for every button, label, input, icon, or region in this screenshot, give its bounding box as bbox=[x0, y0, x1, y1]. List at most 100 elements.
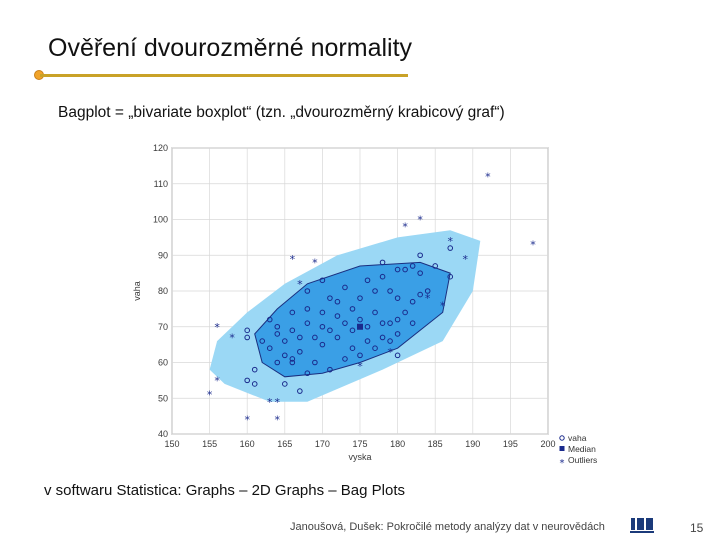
data-point bbox=[319, 277, 326, 284]
data-point bbox=[312, 334, 318, 341]
data-point bbox=[372, 309, 378, 316]
outlier-point: * bbox=[312, 256, 318, 269]
y-tick-label: 70 bbox=[158, 322, 168, 332]
y-tick-label: 40 bbox=[158, 429, 168, 439]
data-point bbox=[349, 345, 356, 351]
data-point bbox=[394, 352, 401, 359]
y-tick-label: 120 bbox=[153, 143, 168, 153]
outlier-point: * bbox=[297, 278, 303, 291]
data-point bbox=[319, 341, 326, 348]
outlier-point: * bbox=[387, 346, 393, 359]
data-point bbox=[312, 359, 318, 366]
data-point bbox=[319, 323, 326, 330]
data-point bbox=[357, 352, 363, 359]
page-number: 15 bbox=[690, 521, 704, 535]
iba-logo-icon bbox=[630, 518, 654, 533]
outlier-point: * bbox=[275, 414, 281, 427]
y-tick-label: 100 bbox=[153, 215, 168, 225]
data-point bbox=[387, 288, 393, 294]
data-point bbox=[342, 284, 348, 291]
outlier-point: * bbox=[207, 389, 213, 402]
data-point bbox=[409, 298, 416, 305]
data-point bbox=[274, 323, 281, 330]
x-tick-label: 180 bbox=[390, 439, 405, 449]
data-point bbox=[319, 309, 326, 316]
data-point bbox=[297, 388, 303, 394]
data-point bbox=[342, 356, 348, 362]
outlier-point: * bbox=[530, 239, 536, 252]
data-point bbox=[259, 338, 266, 344]
data-point bbox=[274, 331, 281, 337]
outlier-point: * bbox=[275, 396, 281, 409]
outlier-point: * bbox=[290, 253, 296, 266]
data-point bbox=[379, 320, 386, 326]
data-point bbox=[379, 259, 386, 266]
outlier-point: * bbox=[440, 299, 446, 312]
data-point bbox=[289, 309, 296, 316]
data-point bbox=[289, 359, 296, 366]
data-point bbox=[372, 345, 378, 351]
data-point bbox=[364, 323, 371, 330]
data-point bbox=[251, 366, 258, 373]
data-point bbox=[282, 352, 288, 359]
data-point bbox=[357, 316, 363, 323]
outlier-point: * bbox=[402, 221, 408, 234]
data-point bbox=[379, 334, 386, 341]
data-point bbox=[379, 273, 386, 280]
x-tick-label: 175 bbox=[352, 439, 367, 449]
data-point bbox=[327, 366, 333, 373]
data-point bbox=[289, 356, 296, 362]
data-point bbox=[387, 320, 393, 326]
legend-marker-median bbox=[559, 446, 565, 451]
outlier-point: * bbox=[267, 396, 273, 409]
y-tick-label: 50 bbox=[158, 393, 168, 403]
data-point bbox=[402, 266, 408, 273]
x-tick-label: 170 bbox=[315, 439, 330, 449]
legend-marker-points bbox=[559, 435, 565, 441]
data-point bbox=[364, 277, 371, 284]
median-point bbox=[357, 323, 363, 330]
data-point bbox=[304, 288, 311, 294]
x-tick-label: 190 bbox=[465, 439, 480, 449]
data-point bbox=[244, 327, 250, 334]
y-tick-label: 80 bbox=[158, 286, 168, 296]
bagplot-chart: ****** ***************150 155 160 165 170 175 1… bbox=[132, 143, 597, 469]
slide-subtitle: Bagplot = „bivariate boxplot“ (tzn. „dvo… bbox=[58, 104, 505, 121]
data-point bbox=[266, 316, 273, 323]
x-tick-label: 195 bbox=[503, 439, 518, 449]
data-point bbox=[304, 306, 311, 312]
data-point bbox=[334, 334, 341, 341]
data-point bbox=[409, 263, 416, 269]
data-point bbox=[447, 273, 454, 280]
x-tick-label: 155 bbox=[202, 439, 217, 449]
slide-title: Ověření dvourozměrné normality bbox=[48, 34, 413, 62]
footer-credit: Janoušová, Dušek: Pokročilé metody analý… bbox=[290, 521, 605, 533]
data-point bbox=[417, 252, 423, 259]
data-point bbox=[357, 295, 363, 301]
data-point bbox=[409, 320, 416, 326]
outlier-point: * bbox=[447, 235, 453, 248]
data-point bbox=[394, 266, 401, 273]
data-point bbox=[274, 359, 281, 366]
legend-label: vaha bbox=[568, 433, 587, 443]
y-tick-label: 90 bbox=[158, 250, 168, 260]
y-axis-label: vaha bbox=[132, 281, 142, 301]
outlier-point: * bbox=[425, 292, 431, 305]
outlier-point: * bbox=[463, 253, 469, 266]
y-tick-label: 110 bbox=[154, 179, 168, 189]
legend-marker-outliers: * bbox=[560, 458, 565, 469]
data-point bbox=[297, 348, 303, 355]
data-point bbox=[327, 327, 333, 334]
outlier-point: * bbox=[229, 331, 235, 344]
data-point bbox=[304, 370, 311, 377]
title-underline bbox=[40, 74, 408, 77]
data-point bbox=[297, 334, 303, 341]
software-path-text: v softwaru Statistica: Graphs – 2D Graph… bbox=[44, 482, 405, 499]
x-tick-label: 185 bbox=[428, 439, 443, 449]
data-point bbox=[282, 338, 288, 344]
data-point bbox=[394, 331, 401, 337]
data-point bbox=[289, 327, 296, 334]
data-point bbox=[266, 345, 273, 351]
outlier-point: * bbox=[485, 171, 491, 184]
bag-region bbox=[254, 261, 451, 378]
